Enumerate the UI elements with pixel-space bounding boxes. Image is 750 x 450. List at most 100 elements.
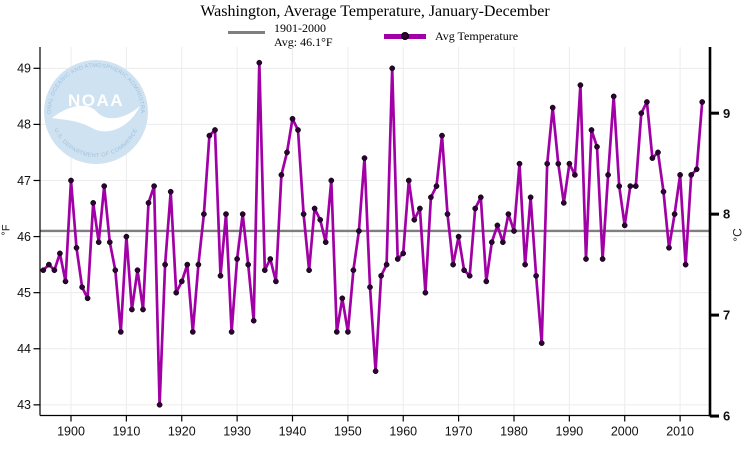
data-point [256, 59, 263, 66]
data-point [383, 261, 390, 268]
data-point [555, 160, 562, 167]
data-point [455, 233, 462, 240]
data-point [527, 194, 534, 201]
data-point [278, 172, 285, 178]
data-point [79, 284, 85, 290]
data-point [627, 183, 634, 189]
data-point [356, 228, 362, 234]
data-point [300, 211, 307, 217]
data-point [350, 267, 357, 274]
data-point [594, 143, 600, 150]
data-point [511, 228, 517, 234]
data-point [40, 267, 47, 274]
data-point [400, 250, 407, 257]
data-point [644, 99, 650, 105]
data-point [201, 211, 207, 217]
data-point [223, 211, 229, 217]
data-point [566, 160, 573, 167]
data-point [621, 222, 628, 229]
data-point [151, 183, 157, 189]
data-point [361, 155, 368, 161]
data-point [494, 222, 501, 229]
data-point [140, 306, 146, 313]
x-tick-label: 1950 [334, 425, 362, 439]
x-tick-label: 2000 [611, 425, 639, 439]
data-point [638, 110, 645, 117]
data-point [117, 329, 124, 335]
data-point [500, 239, 506, 246]
data-point [572, 172, 578, 178]
data-point [649, 155, 656, 161]
data-point [95, 239, 102, 246]
x-tick-label: 1990 [555, 425, 583, 439]
data-point [311, 205, 318, 212]
data-point [62, 278, 69, 285]
data-point [488, 239, 495, 246]
chart-title: Washington, Average Temperature, January… [200, 3, 550, 20]
data-point [389, 65, 396, 72]
data-point [317, 216, 324, 223]
x-tick-label: 1920 [168, 425, 196, 439]
data-point [538, 340, 545, 346]
y-left-tick-label: 43 [17, 398, 31, 412]
data-point [134, 267, 141, 274]
data-point [129, 306, 135, 313]
data-point [273, 278, 279, 285]
data-point [522, 261, 528, 268]
data-point [106, 239, 113, 246]
data-point [206, 132, 213, 139]
data-point [167, 188, 174, 195]
baseline-line-swatch [228, 31, 265, 34]
data-point [439, 132, 445, 139]
data-point [405, 177, 412, 184]
y-left-tick-label: 45 [17, 286, 31, 300]
data-point [422, 289, 429, 296]
data-point [228, 329, 235, 335]
data-point [699, 99, 706, 105]
data-point [655, 149, 661, 156]
y-left-tick-label: 48 [17, 118, 31, 132]
data-point [333, 329, 340, 335]
noaa-logo-watermark: NATIONAL OCEANIC AND ATMOSPHERIC ADMINIS… [0, 0, 148, 164]
x-tick-label: 1970 [445, 425, 473, 439]
data-point [57, 250, 63, 257]
data-point [84, 295, 91, 302]
data-point [688, 172, 695, 178]
y-right-tick-label: 6 [723, 409, 730, 424]
series-line-swatch [384, 32, 426, 40]
data-point [372, 368, 379, 375]
data-point [533, 272, 539, 279]
data-point [306, 267, 312, 274]
x-tick-label: 1980 [500, 425, 528, 439]
data-point [682, 261, 689, 268]
x-tick-label: 1940 [279, 425, 307, 439]
data-point [90, 200, 97, 206]
data-point-markers [40, 59, 706, 408]
series-marker-icon [401, 32, 409, 40]
x-tick-label: 1930 [223, 425, 251, 439]
data-point [162, 261, 168, 268]
data-point [189, 329, 196, 335]
data-point [101, 183, 108, 189]
y-left-tick-label: 47 [17, 174, 31, 188]
data-point [516, 160, 523, 167]
data-point [428, 194, 434, 201]
x-tick-label: 1960 [389, 425, 417, 439]
data-point [267, 256, 274, 262]
data-point [245, 261, 252, 268]
axes [33, 47, 719, 422]
data-point [417, 205, 423, 212]
noaa-wordmark: NOAA [68, 91, 124, 110]
data-point [178, 278, 185, 285]
baseline-legend-line2: Avg: 46.1°F [274, 34, 333, 49]
data-point [483, 278, 490, 285]
data-point [466, 272, 473, 279]
y-left-tick-label: 46 [17, 230, 31, 244]
data-point [394, 256, 401, 262]
data-point [605, 172, 611, 178]
data-point [671, 211, 678, 217]
data-point [73, 244, 80, 251]
y-right-tick-label: 7 [723, 308, 730, 323]
data-point [123, 233, 130, 240]
data-point [461, 267, 467, 274]
